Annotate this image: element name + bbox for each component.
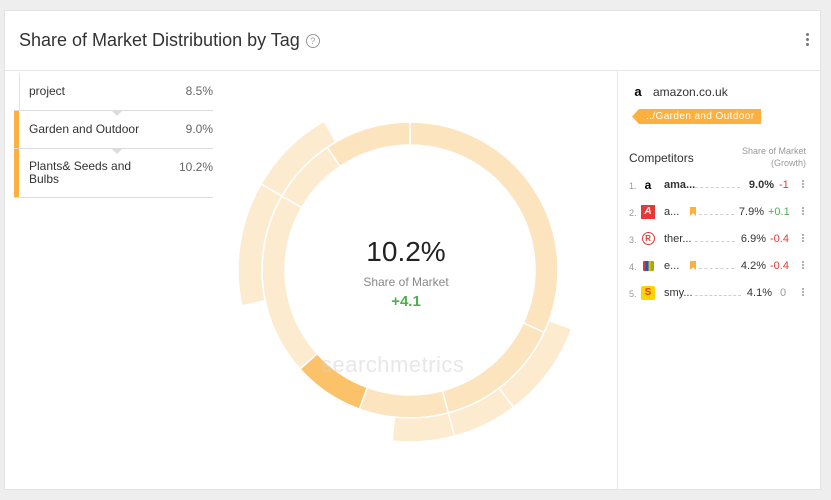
competitor-name: smy... — [664, 287, 693, 299]
donut-segment[interactable] — [358, 386, 450, 419]
competitor-name: e... — [664, 260, 680, 272]
tag-list: project 8.5% Garden and Outdoor 9.0% Pla… — [14, 73, 213, 198]
competitor-row[interactable]: 4. e... 4.2% -0.4 — [629, 259, 806, 275]
competitor-growth: -0.4 — [770, 233, 789, 245]
competitor-name: ama... — [664, 179, 696, 191]
tag-color-bar — [14, 149, 19, 197]
competitor-name: a... — [664, 206, 680, 218]
row-menu-icon[interactable] — [802, 234, 805, 243]
bookmark-icon[interactable] — [690, 261, 696, 270]
range-icon: R — [641, 232, 655, 246]
selected-domain[interactable]: a amazon.co.uk — [631, 84, 727, 99]
smyths-icon: S — [641, 286, 655, 300]
competitor-name: ther... — [664, 233, 692, 245]
tag-item-garden-and-outdoor[interactable]: Garden and Outdoor 9.0% — [14, 111, 213, 149]
center-share-label: Share of Market — [363, 275, 449, 289]
competitors-title: Competitors — [629, 151, 694, 165]
row-menu-icon[interactable] — [802, 288, 805, 297]
competitor-share: 4.2% — [740, 260, 766, 272]
donut-outer-segment[interactable] — [260, 120, 338, 198]
competitor-share: 4.1% — [746, 287, 772, 299]
tag-value: 9.0% — [185, 122, 213, 136]
competitor-growth: -0.4 — [770, 260, 789, 272]
tag-color-bar — [14, 73, 20, 110]
amazon-icon: a — [634, 84, 642, 99]
argos-icon: A — [641, 205, 655, 219]
tag-label: Plants& Seeds and Bulbs — [29, 159, 132, 186]
row-menu-icon[interactable] — [802, 180, 805, 189]
row-menu-icon[interactable] — [802, 207, 805, 216]
competitor-growth: +0.1 — [768, 206, 790, 218]
competitor-share: 9.0% — [748, 179, 774, 191]
competitor-row[interactable]: 2. A a... 7.9% +0.1 — [629, 205, 806, 221]
tag-connector — [111, 110, 123, 116]
center-growth-value: +4.1 — [391, 293, 421, 310]
center-share-value: 10.2% — [366, 236, 446, 267]
competitor-growth: 0 — [780, 287, 787, 299]
tag-connector — [111, 148, 123, 154]
competitor-row[interactable]: 3. R ther... 6.9% -0.4 — [629, 232, 806, 248]
tag-label: Garden and Outdoor — [29, 122, 140, 136]
tag-label: project — [29, 84, 66, 98]
competitor-share: 7.9% — [738, 206, 764, 218]
tag-color-bar — [14, 111, 19, 148]
column-header: Share of Market (Growth) — [741, 146, 806, 168]
tag-value: 8.5% — [185, 84, 213, 98]
tag-path-badge: ../Garden and Outdoor — [632, 109, 762, 124]
competitor-row[interactable]: 1. a ama... 9.0% -1 — [629, 178, 806, 194]
ebay-icon — [641, 259, 655, 273]
competitor-share: 6.9% — [740, 233, 766, 245]
panel-divider — [617, 70, 618, 490]
searchmetrics-watermark: searchmetrics — [321, 352, 465, 377]
share-of-market-donut — [237, 120, 573, 443]
kebab-menu-icon[interactable] — [806, 33, 810, 48]
tag-value: 10.2% — [178, 160, 213, 174]
tag-item-project[interactable]: project 8.5% — [14, 73, 213, 111]
row-menu-icon[interactable] — [802, 261, 805, 270]
tag-item-plants-seeds-bulbs[interactable]: Plants& Seeds and Bulbs 10.2% — [14, 149, 213, 198]
competitor-row[interactable]: 5. S smy... 4.1% 0 — [629, 286, 806, 302]
bookmark-icon[interactable] — [690, 207, 696, 216]
help-icon[interactable]: ? — [305, 34, 320, 48]
widget-header: Share of Market Distribution by Tag? — [5, 11, 820, 71]
widget-title: Share of Market Distribution by Tag? — [19, 30, 320, 51]
competitor-growth: -1 — [779, 179, 789, 191]
donut-outer-segment[interactable] — [391, 412, 456, 443]
amazon-icon: a — [644, 178, 652, 192]
donut-segment[interactable] — [326, 121, 411, 168]
